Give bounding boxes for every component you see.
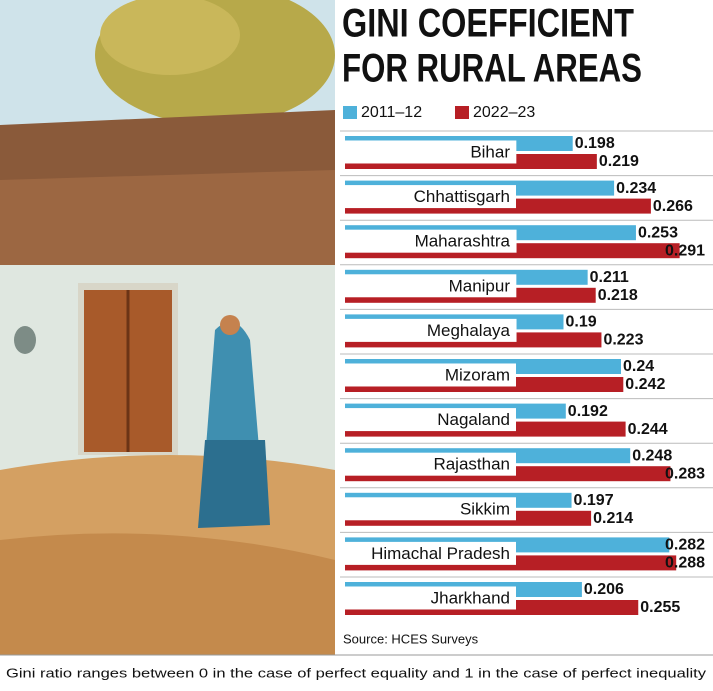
category-label: Chhattisgarh	[414, 187, 510, 206]
value-label: 0.214	[593, 510, 633, 527]
legend-label: 2022–23	[473, 104, 535, 121]
value-label: 0.206	[584, 581, 624, 598]
label-backing	[340, 541, 516, 565]
label-backing	[340, 452, 516, 476]
value-label: 0.266	[653, 198, 693, 215]
value-label: 0.192	[568, 403, 608, 420]
label-backing	[340, 185, 516, 209]
label-backing	[340, 140, 517, 164]
category-label: Mizoram	[445, 365, 510, 384]
chart-title: GINI COEFFICIENT	[342, 2, 634, 46]
category-label: Himachal Pradesh	[371, 544, 510, 563]
footnote: Gini ratio ranges between 0 in the case …	[6, 665, 707, 680]
label-backing	[340, 408, 516, 432]
category-label: Meghalaya	[427, 321, 511, 340]
label-backing	[340, 497, 516, 521]
legend-swatch	[343, 106, 357, 119]
category-label: Nagaland	[437, 410, 510, 429]
category-label: Rajasthan	[433, 455, 510, 474]
value-label: 0.248	[632, 447, 672, 464]
value-label: 0.198	[575, 135, 615, 152]
value-label: 0.242	[625, 376, 665, 393]
category-label: Bihar	[470, 142, 510, 161]
label-backing	[340, 274, 517, 298]
value-label: 0.255	[640, 599, 680, 616]
value-label: 0.24	[623, 358, 654, 375]
label-backing	[340, 229, 517, 253]
value-label: 0.291	[665, 242, 705, 259]
value-label: 0.19	[566, 314, 597, 331]
label-backing	[340, 363, 516, 387]
label-backing	[340, 586, 516, 610]
value-label: 0.288	[665, 555, 705, 572]
value-label: 0.253	[638, 224, 678, 241]
category-label: Jharkhand	[431, 588, 510, 607]
value-label: 0.218	[598, 287, 638, 304]
value-label: 0.234	[616, 180, 656, 197]
source: Source: HCES Surveys	[343, 631, 479, 646]
value-label: 0.197	[574, 492, 614, 509]
chart-title: FOR RURAL AREAS	[342, 47, 642, 91]
value-label: 0.282	[665, 537, 705, 554]
value-label: 0.223	[603, 332, 643, 349]
label-backing	[340, 318, 517, 342]
value-label: 0.283	[665, 465, 705, 482]
legend-label: 2011–12	[361, 104, 422, 121]
category-label: Manipur	[449, 276, 511, 295]
photo	[0, 0, 335, 655]
legend-swatch	[455, 106, 469, 119]
value-label: 0.244	[628, 421, 668, 438]
category-label: Maharashtra	[415, 232, 511, 251]
value-label: 0.211	[590, 269, 629, 286]
value-label: 0.219	[599, 153, 639, 170]
category-label: Sikkim	[460, 499, 510, 518]
